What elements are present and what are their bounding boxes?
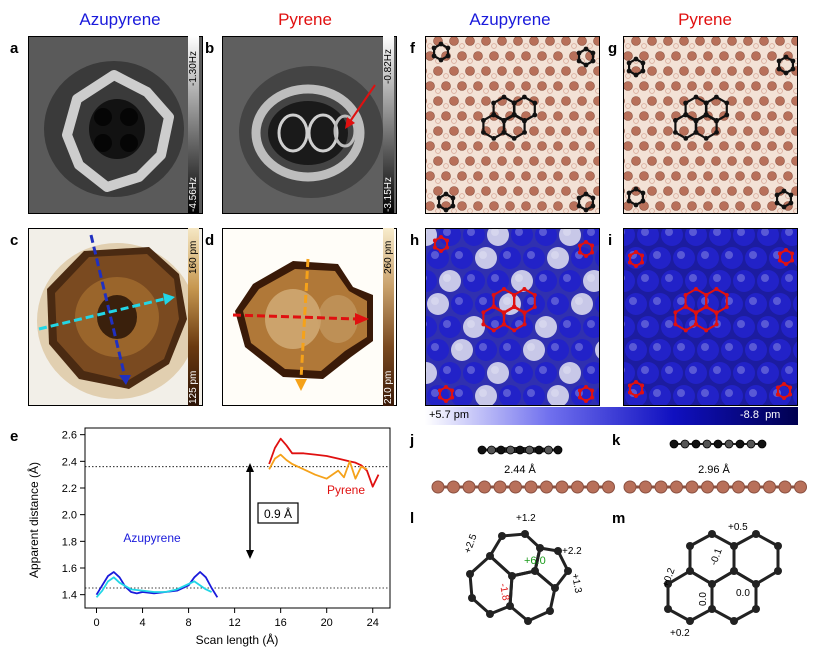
plot-frame xyxy=(84,427,391,609)
afm-pyrene-graphic xyxy=(223,37,396,213)
y-tick-label: 2.2 xyxy=(62,483,77,495)
panel-label-j: j xyxy=(410,432,415,449)
title-pyrene-right: Pyrene xyxy=(678,10,732,29)
series-label-pyrene: Pyrene xyxy=(327,483,365,497)
charge-l-1: +1.2 xyxy=(516,513,536,524)
title-azupyrene-right: Azupyrene xyxy=(469,10,551,29)
x-tick-label: 8 xyxy=(186,617,192,629)
stm-image-pyrene xyxy=(222,228,397,406)
line-chart-apparent-distance: 0 4 8 12 16 20 24 1.4 1.6 1.8 2.0 2.2 2.4 2.6 Apparen… xyxy=(26,427,391,647)
structure-top-pyrene xyxy=(623,36,798,214)
colorbar-d-top-label: 260 pm xyxy=(383,240,394,274)
structure-g-graphic xyxy=(624,37,797,213)
molecule-pyrene-charges: +0.5 -0.1 +0.2 0.0 0.0 +0.2 xyxy=(660,522,782,639)
title-azupyrene-left: Azupyrene xyxy=(79,10,161,29)
y-tick-label: 2.6 xyxy=(62,430,77,442)
charge-l-5: +6.0 xyxy=(524,555,546,567)
title-pyrene-left: Pyrene xyxy=(278,10,332,29)
structure-i-graphic xyxy=(624,229,797,405)
afm-image-azupyrene xyxy=(28,36,203,214)
colorbar-d xyxy=(383,228,394,406)
series-line-2 xyxy=(268,437,380,488)
panel-label-m: m xyxy=(612,510,626,527)
annotation-text: 0.9 Å xyxy=(264,506,292,521)
structure-h-graphic xyxy=(426,229,599,405)
x-tick-label: 24 xyxy=(367,617,379,629)
colorbar-a-bottom-label: -4.56Hz xyxy=(188,176,199,212)
panel-label-i: i xyxy=(608,232,613,249)
colorbar-c xyxy=(188,228,199,406)
series-line-0 xyxy=(95,571,219,598)
side-view-azupyrene: 2.44 Å xyxy=(431,445,615,494)
colorbar-a-top-label: -1.30Hz xyxy=(188,50,199,86)
displacement-map-pyrene xyxy=(623,228,798,406)
panel-label-l: l xyxy=(410,510,415,527)
stm-azupyrene-graphic xyxy=(29,229,202,405)
y-tick-label: 1.8 xyxy=(62,536,77,548)
afm-image-pyrene xyxy=(222,36,397,214)
series-line-1 xyxy=(95,576,212,598)
panel-label-a: a xyxy=(10,40,19,57)
colorbar-b xyxy=(383,36,394,214)
structure-f-graphic xyxy=(426,37,599,213)
molecule-azupyrene-charges: +1.2 +2.5 +2.2 +1.3 +6.0 -1.8 xyxy=(462,513,583,625)
side-view-pyrene: 2.96 Å xyxy=(623,439,807,494)
annotation-0-9: 0.9 Å xyxy=(246,463,299,559)
charge-m-4: 0.0 xyxy=(736,588,750,599)
y-tick-label: 2.4 xyxy=(62,456,77,468)
panel-label-g: g xyxy=(608,40,618,57)
colorbar-c-bottom-label: 125 pm xyxy=(188,370,199,404)
colorbar-d-bottom-label: 210 pm xyxy=(383,370,394,404)
stm-pyrene-graphic xyxy=(223,229,396,405)
y-tick-label: 1.4 xyxy=(62,590,77,602)
panel-label-e: e xyxy=(10,428,19,445)
panel-label-b: b xyxy=(205,40,215,57)
colorbar-hi-right-label: -8.8 pm xyxy=(740,409,781,421)
x-tick-label: 16 xyxy=(275,617,287,629)
charge-l-4: +1.3 xyxy=(569,573,583,595)
charge-l-6: -1.8 xyxy=(497,583,511,602)
structure-top-azupyrene xyxy=(425,36,600,214)
charge-m-1: +0.5 xyxy=(728,522,748,533)
colorbar-b-bottom-label: -3.15Hz xyxy=(383,176,394,212)
x-tick-label: 12 xyxy=(228,617,240,629)
charge-l-2: +2.5 xyxy=(462,532,479,555)
charge-m-3: +0.2 xyxy=(660,566,677,589)
colorbar-hi xyxy=(425,407,798,425)
colorbar-c-top-label: 160 pm xyxy=(188,240,199,274)
y-axis-label: Apparent distance (Å) xyxy=(26,462,41,578)
colorbar-a xyxy=(188,36,199,214)
colorbar-hi-left-label: +5.7 pm xyxy=(429,409,470,421)
charge-m-2: -0.1 xyxy=(708,547,724,567)
panel-label-d: d xyxy=(205,232,215,249)
stm-image-azupyrene xyxy=(28,228,203,406)
displacement-map-azupyrene xyxy=(425,228,600,406)
charge-m-6: +0.2 xyxy=(670,628,690,639)
side-views: 2.44 Å 2.96 Å xyxy=(431,439,807,494)
series-label-azupyrene: Azupyrene xyxy=(123,531,181,545)
x-axis-label: Scan length (Å) xyxy=(196,632,279,647)
series-line-3 xyxy=(268,453,368,480)
panel-label-c: c xyxy=(10,232,19,249)
k-distance-label: 2.96 Å xyxy=(698,463,730,476)
x-tick-label: 20 xyxy=(321,617,333,629)
charge-l-3: +2.2 xyxy=(562,546,582,557)
charge-m-5: 0.0 xyxy=(698,592,709,606)
panel-label-h: h xyxy=(410,232,420,249)
j-distance-label: 2.44 Å xyxy=(504,463,536,476)
panel-label-k: k xyxy=(612,432,621,449)
y-tick-label: 2.0 xyxy=(62,510,77,522)
colorbar-b-top-label: -0.82Hz xyxy=(383,48,394,84)
x-tick-label: 4 xyxy=(139,617,145,629)
panel-label-f: f xyxy=(410,40,415,57)
y-tick-label: 1.6 xyxy=(62,563,77,575)
x-tick-label: 0 xyxy=(93,617,99,629)
afm-azupyrene-graphic xyxy=(29,37,202,213)
